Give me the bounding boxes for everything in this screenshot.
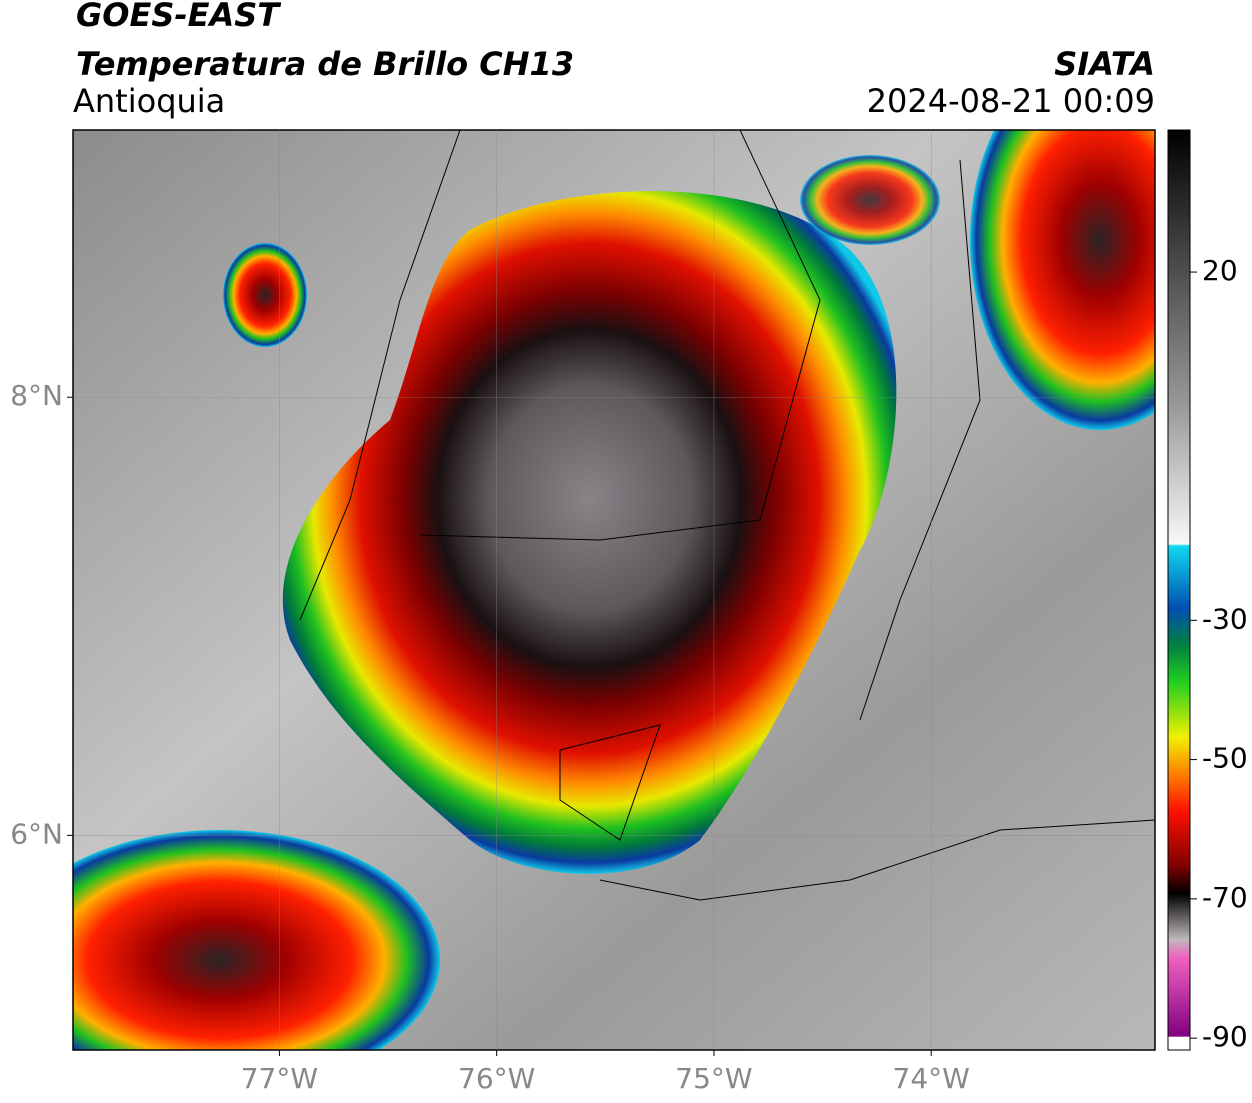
cell (73, 830, 440, 1050)
borders (299, 130, 1155, 901)
x-tick-label: 76°W (458, 1062, 535, 1095)
region: Antioquia (73, 82, 225, 120)
colorbar-tick-label: -90 (1202, 1020, 1248, 1053)
cell (800, 155, 940, 245)
imagery (73, 130, 1155, 1050)
y-tick-label: 8°N (10, 379, 63, 412)
colorbar-tick-label: 20 (1202, 254, 1238, 287)
colorbar-tick-label: -50 (1202, 742, 1248, 775)
colorbar (1167, 129, 1191, 1051)
x-tick-label: 77°W (241, 1062, 318, 1095)
cell (970, 130, 1155, 430)
product-title: Temperatura de Brillo CH13 (76, 45, 574, 83)
colorbar-tick-label: -70 (1202, 881, 1248, 914)
datetime: 2024-08-21 00:09 (867, 82, 1155, 120)
x-tick-label: 75°W (675, 1062, 752, 1095)
satellite-title: GOES-EAST (76, 0, 281, 34)
cell (223, 243, 307, 347)
map-frame (72, 129, 1156, 1051)
y-tick-label: 6°N (10, 817, 63, 850)
colorbar-tick-label: -30 (1202, 602, 1248, 635)
x-tick-label: 74°W (893, 1062, 970, 1095)
storm-cell (282, 191, 897, 874)
source: SIATA (1054, 45, 1155, 83)
